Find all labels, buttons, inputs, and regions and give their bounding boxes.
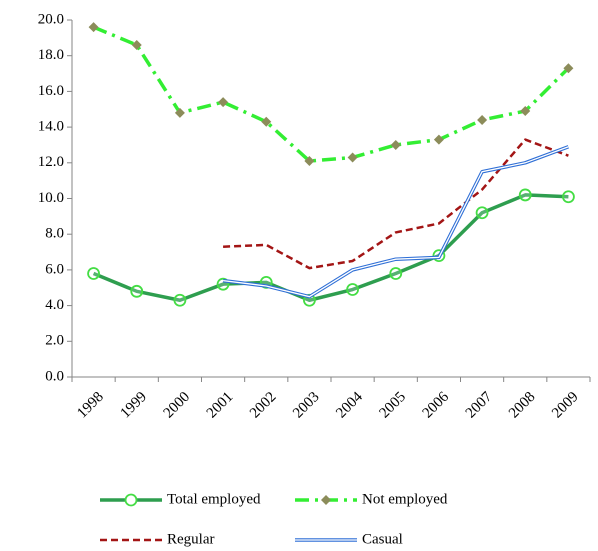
legend-marker bbox=[321, 495, 331, 505]
marker bbox=[88, 22, 99, 33]
x-tick-label: 2004 bbox=[333, 389, 366, 422]
marker bbox=[346, 283, 359, 296]
x-tick-label: 2009 bbox=[549, 389, 582, 422]
marker bbox=[563, 63, 574, 74]
marker bbox=[520, 106, 531, 117]
series bbox=[87, 188, 575, 307]
marker bbox=[390, 139, 401, 150]
y-tick-label: 0.0 bbox=[45, 368, 64, 384]
y-tick-label: 10.0 bbox=[38, 190, 64, 206]
marker bbox=[347, 152, 358, 163]
x-tick-label: 2005 bbox=[376, 389, 409, 422]
y-tick-label: 14.0 bbox=[38, 119, 64, 135]
y-tick-label: 2.0 bbox=[45, 333, 64, 349]
legend-label: Regular bbox=[167, 531, 214, 547]
x-tick-label: 2006 bbox=[420, 389, 453, 422]
y-tick-label: 8.0 bbox=[45, 226, 64, 242]
x-tick-label: 1999 bbox=[117, 389, 150, 422]
x-tick-label: 2000 bbox=[161, 389, 194, 422]
marker bbox=[304, 156, 315, 167]
marker bbox=[173, 293, 187, 307]
series-line bbox=[92, 193, 569, 302]
legend-label: Total employed bbox=[167, 491, 261, 507]
series-line bbox=[92, 25, 570, 163]
series bbox=[222, 145, 570, 299]
marker bbox=[87, 267, 100, 280]
y-tick-label: 20.0 bbox=[38, 11, 64, 27]
y-tick-label: 4.0 bbox=[45, 297, 64, 313]
x-tick-label: 2003 bbox=[290, 389, 323, 422]
marker bbox=[130, 284, 144, 298]
legend-label: Casual bbox=[362, 531, 403, 547]
x-tick-label: 2008 bbox=[506, 389, 539, 422]
marker bbox=[433, 134, 444, 145]
legend-label: Not employed bbox=[362, 491, 448, 507]
x-tick-label: 1998 bbox=[74, 389, 107, 422]
legend-item: Regular bbox=[100, 531, 214, 547]
series-line-inner bbox=[223, 146, 569, 298]
series bbox=[88, 22, 574, 167]
y-tick-label: 6.0 bbox=[45, 261, 64, 277]
y-tick-label: 18.0 bbox=[38, 47, 64, 63]
series bbox=[223, 138, 569, 270]
marker bbox=[389, 267, 403, 280]
marker bbox=[261, 116, 272, 127]
series-line bbox=[223, 138, 569, 270]
x-tick-label: 2001 bbox=[204, 389, 237, 422]
marker bbox=[562, 190, 575, 204]
y-tick-label: 16.0 bbox=[38, 83, 64, 99]
legend-item: Total employed bbox=[100, 491, 261, 507]
x-tick-label: 2002 bbox=[247, 389, 280, 422]
marker bbox=[518, 188, 532, 202]
legend-item: Casual bbox=[295, 531, 403, 547]
marker bbox=[477, 114, 488, 125]
marker bbox=[174, 107, 185, 118]
legend-item: Not employed bbox=[295, 491, 448, 507]
marker bbox=[131, 39, 142, 50]
marker bbox=[218, 97, 229, 108]
x-tick-label: 2007 bbox=[463, 389, 496, 422]
marker bbox=[475, 206, 489, 220]
y-tick-label: 12.0 bbox=[38, 154, 64, 170]
legend-marker bbox=[124, 493, 138, 507]
